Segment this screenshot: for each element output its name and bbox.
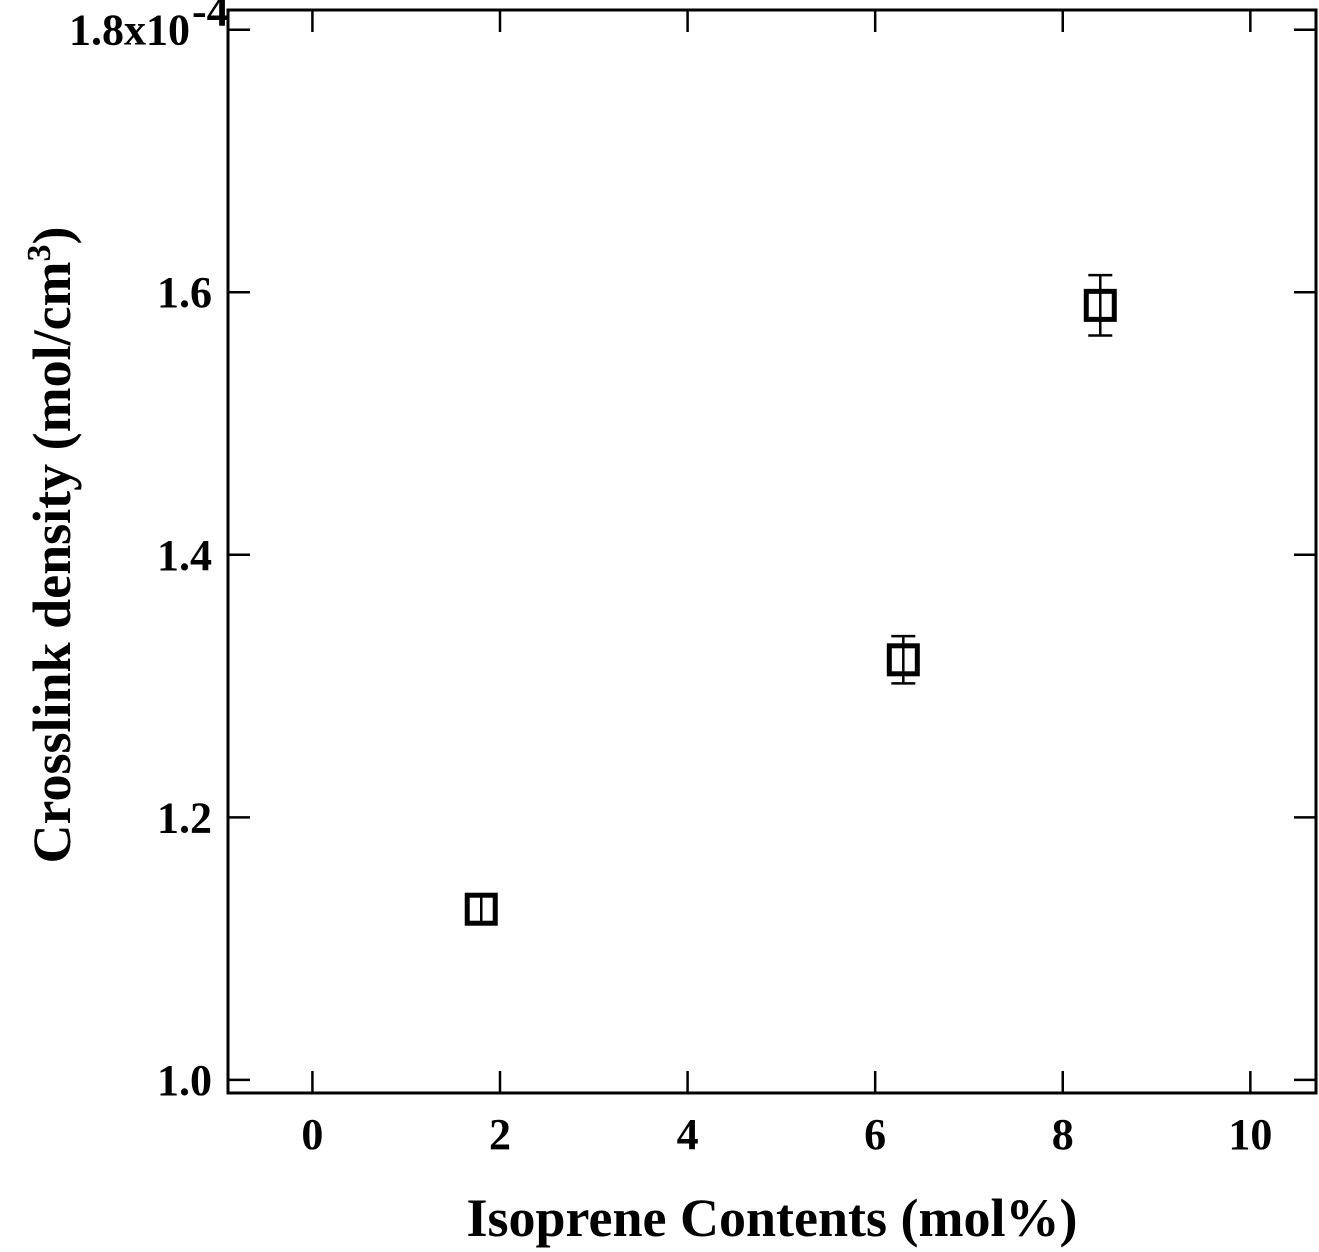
y-tick-label: 1.6	[157, 268, 212, 317]
data-point	[464, 892, 498, 926]
x-tick-label: 6	[864, 1110, 886, 1159]
y-axis-title-main: Crosslink density (mol/cm	[22, 261, 82, 863]
data-point	[886, 634, 920, 685]
x-axis-ticks: 0 2 4 6 8 10	[301, 10, 1272, 1159]
x-tick-label: 8	[1052, 1110, 1074, 1159]
y-axis-title-superscript: 3	[21, 244, 58, 261]
y-tick-label: 1.8x10	[69, 6, 190, 55]
y-axis-ticks: 1.0 1.2 1.4 1.6 1.8x10 -4	[69, 0, 1316, 1105]
data-points	[464, 273, 1117, 926]
x-axis-title: Isoprene Contents (mol%)	[467, 1188, 1078, 1248]
x-tick-label: 4	[677, 1110, 699, 1159]
data-point	[1083, 273, 1117, 337]
y-axis-title-tail: )	[22, 226, 82, 244]
y-tick-exponent: -4	[192, 0, 229, 36]
y-tick-label: 1.2	[157, 793, 212, 842]
x-tick-label: 0	[301, 1110, 323, 1159]
y-tick-label: 1.4	[157, 531, 212, 580]
y-axis-title: Crosslink density (mol/cm3)	[21, 226, 82, 863]
x-tick-label: 10	[1228, 1110, 1272, 1159]
x-tick-label: 2	[489, 1110, 511, 1159]
y-tick-label: 1.0	[157, 1056, 212, 1105]
plot-frame	[226, 8, 1318, 1095]
